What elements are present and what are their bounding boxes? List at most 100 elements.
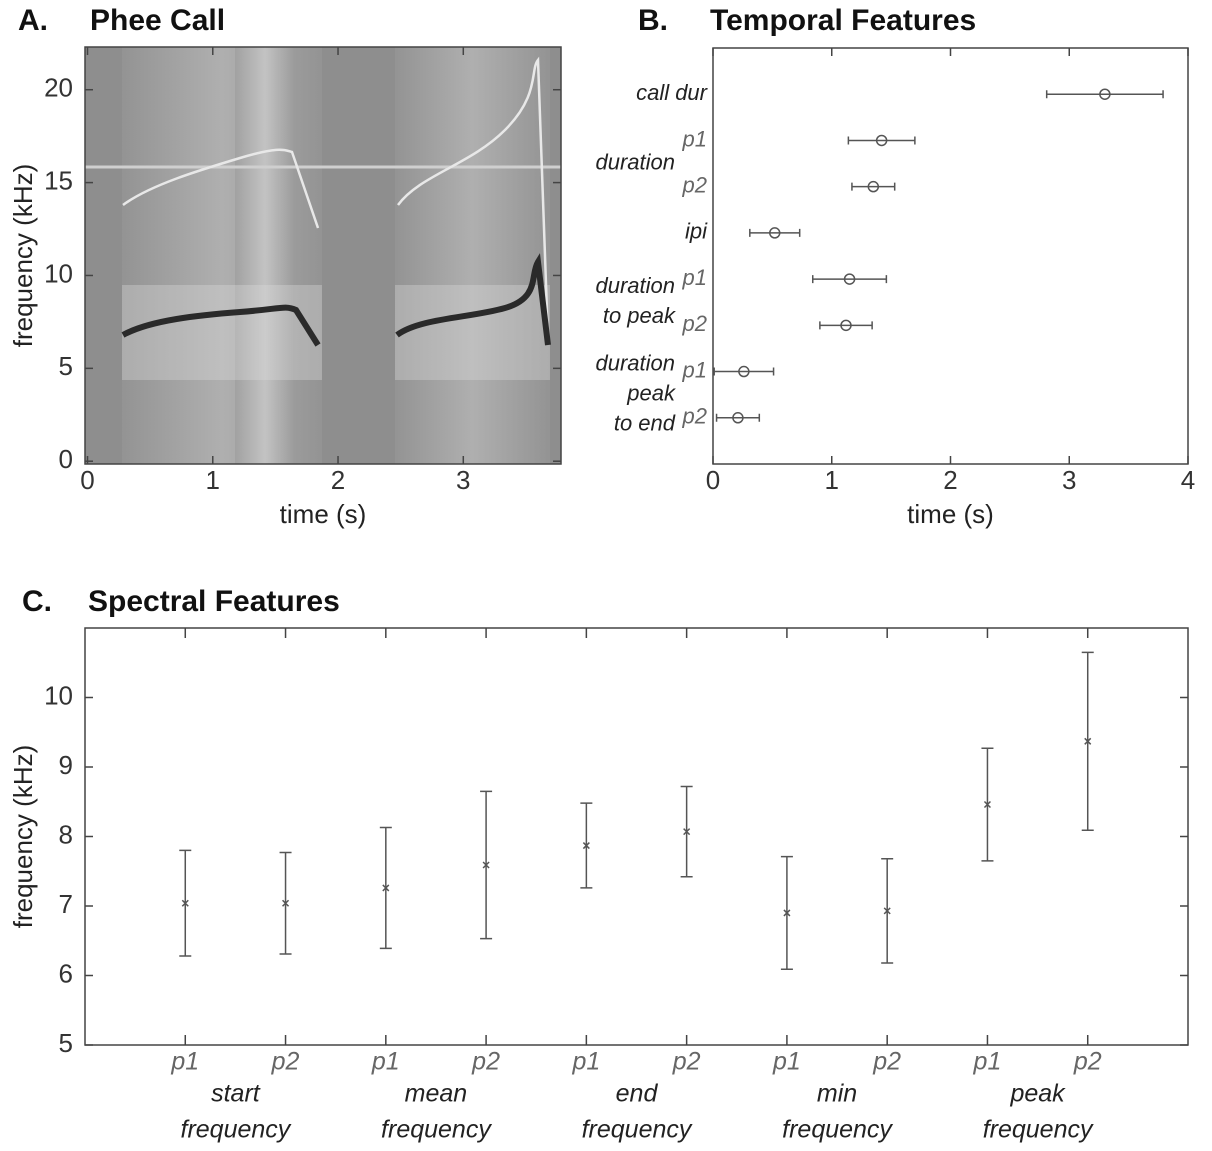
category-label: p2 xyxy=(672,1048,701,1076)
category-label: p2 xyxy=(682,404,707,429)
group-label: duration xyxy=(595,149,675,174)
marker xyxy=(738,365,750,378)
category-label: p1 xyxy=(973,1048,1002,1076)
y-tick-label: 10 xyxy=(44,680,73,710)
category-label: p2 xyxy=(271,1048,300,1076)
marker xyxy=(840,319,852,332)
category-label: p1 xyxy=(772,1048,801,1076)
error-bar xyxy=(847,136,916,145)
group-label: duration xyxy=(595,273,675,298)
marker xyxy=(181,899,189,907)
y-tick-label: 5 xyxy=(59,351,73,381)
spectrogram-image xyxy=(85,47,561,464)
marker xyxy=(1099,88,1111,100)
y-tick-label: 10 xyxy=(44,258,73,288)
y-axis-label: frequency (kHz) xyxy=(8,164,38,348)
panel-label: B. xyxy=(638,4,668,37)
fundamental-contour xyxy=(121,304,321,347)
panel-title: Phee Call xyxy=(90,4,225,37)
x-axis-label: time (s) xyxy=(280,499,367,529)
y-tick-label: 0 xyxy=(59,444,73,474)
group-label: min xyxy=(817,1080,857,1108)
marker xyxy=(983,800,991,809)
group-label: frequency xyxy=(181,1116,292,1144)
marker xyxy=(769,227,781,239)
panel-label: A. xyxy=(18,4,48,37)
y-tick-label: 20 xyxy=(44,73,73,103)
group-label: ipi xyxy=(685,219,708,244)
x-tick-label: 2 xyxy=(331,465,345,495)
marker xyxy=(783,909,791,917)
x-tick-label: 1 xyxy=(825,465,839,495)
marker xyxy=(382,884,390,892)
marker xyxy=(875,134,888,147)
panel-label: C. xyxy=(22,585,52,618)
plot-frame xyxy=(712,47,1189,465)
marker xyxy=(482,861,490,869)
x-tick-label: 3 xyxy=(456,465,470,495)
harmonic-contour xyxy=(396,56,550,341)
category-label: p1 xyxy=(371,1048,400,1076)
x-axis-label: time (s) xyxy=(907,499,994,529)
group-label: to end xyxy=(614,410,676,435)
y-tick-label: 6 xyxy=(59,958,73,988)
error-bar xyxy=(812,275,888,284)
group-label: frequency xyxy=(381,1116,492,1144)
group-label: peak xyxy=(626,380,676,405)
y-tick-label: 7 xyxy=(59,889,73,919)
harmonic-contour xyxy=(122,148,320,229)
x-tick-label: 0 xyxy=(80,465,94,495)
marker xyxy=(732,412,744,424)
plot-frame xyxy=(84,46,562,465)
category-label: p2 xyxy=(682,172,707,197)
group-label: frequency xyxy=(582,1116,693,1144)
error-bar xyxy=(819,321,873,330)
group-label: mean xyxy=(405,1080,468,1108)
x-tick-label: 3 xyxy=(1062,465,1076,495)
x-tick-label: 0 xyxy=(706,465,720,495)
y-tick-label: 9 xyxy=(59,750,73,780)
y-tick-label: 8 xyxy=(59,819,73,849)
fundamental-contour xyxy=(395,253,551,346)
marker xyxy=(282,899,290,907)
category-label: p2 xyxy=(1073,1048,1102,1076)
marker xyxy=(883,907,891,915)
category-label: p1 xyxy=(571,1048,600,1076)
energy-band xyxy=(235,47,295,464)
y-axis-label: frequency (kHz) xyxy=(8,745,38,929)
marker xyxy=(843,273,856,285)
x-tick-label: 1 xyxy=(206,465,220,495)
category-label: p2 xyxy=(872,1048,901,1076)
plot-frame xyxy=(84,627,1189,1046)
category-label: p1 xyxy=(682,357,707,382)
marker xyxy=(582,842,590,850)
group-label: call dur xyxy=(636,80,709,105)
panel-title: Temporal Features xyxy=(710,4,976,37)
category-label: p2 xyxy=(682,311,707,336)
error-bar xyxy=(715,413,761,422)
marker xyxy=(1084,737,1092,745)
category-label: p2 xyxy=(471,1048,500,1076)
error-bar xyxy=(1045,90,1164,99)
y-tick-label: 15 xyxy=(44,165,73,195)
error-bar xyxy=(713,367,775,376)
group-label: end xyxy=(616,1080,659,1108)
x-tick-label: 2 xyxy=(943,465,957,495)
panel-title: Spectral Features xyxy=(88,585,340,618)
energy-band xyxy=(122,285,322,380)
category-label: p1 xyxy=(682,126,707,151)
marker xyxy=(683,828,691,836)
error-bar xyxy=(851,182,896,191)
error-bar xyxy=(749,228,801,237)
category-label: p1 xyxy=(682,265,707,290)
group-label: peak xyxy=(1009,1080,1066,1108)
energy-band xyxy=(395,47,550,464)
group-label: frequency xyxy=(983,1116,1094,1144)
x-tick-label: 4 xyxy=(1181,465,1195,495)
group-label: start xyxy=(211,1080,261,1108)
y-tick-label: 5 xyxy=(59,1028,73,1058)
group-label: duration xyxy=(595,350,675,375)
group-label: frequency xyxy=(782,1116,893,1144)
category-label: p1 xyxy=(170,1048,199,1076)
